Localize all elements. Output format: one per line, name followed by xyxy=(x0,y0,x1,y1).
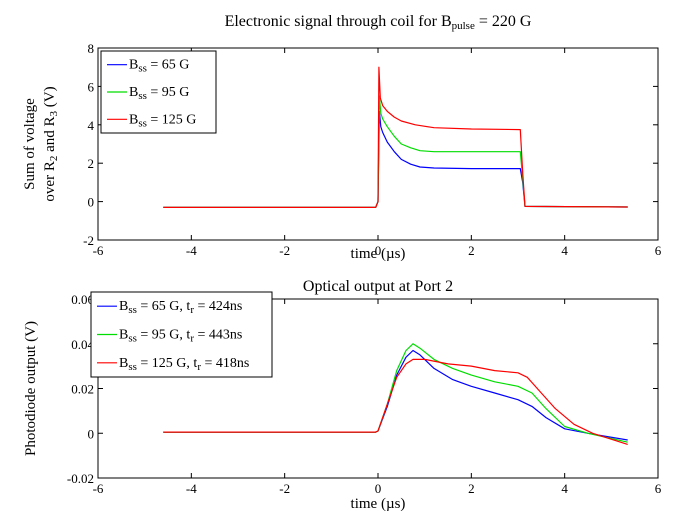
y-axis-label-line2: over R2 and R3 (V) xyxy=(42,86,60,201)
text-span: B xyxy=(119,356,128,371)
subscript: ss xyxy=(128,333,137,345)
legend-entry: Bss = 65 G xyxy=(129,58,189,75)
text-span: (V) xyxy=(42,86,58,111)
y-tick-label: 0 xyxy=(88,426,95,441)
legend-entry: Bss = 95 G xyxy=(129,85,189,102)
subscript: 2 xyxy=(48,156,60,162)
chart-title: Electronic signal through coil for Bpuls… xyxy=(225,13,532,32)
y-tick-label: 0.02 xyxy=(71,382,94,397)
y-tick-label: -2 xyxy=(83,233,94,248)
text-span: over R xyxy=(42,161,58,201)
y-axis-label: Photodiode output (V) xyxy=(23,321,39,456)
text-span: Optical output at Port 2 xyxy=(303,278,453,295)
subscript: ss xyxy=(138,63,147,75)
text-span: = 95 G, t xyxy=(137,328,191,343)
text-span: = 443ns xyxy=(194,328,242,343)
x-tick-label: 2 xyxy=(468,243,475,258)
x-tick-label: 0 xyxy=(375,243,382,258)
text-span: = 125 G, t xyxy=(137,356,198,371)
subscript: pulse xyxy=(452,20,475,32)
y-tick-label: 0.04 xyxy=(71,337,94,352)
subscript: r xyxy=(197,361,201,373)
y-tick-label: 8 xyxy=(88,41,95,56)
text-span: B xyxy=(119,299,128,314)
y-tick-label: -0.02 xyxy=(67,471,94,486)
x-tick-label: -6 xyxy=(93,481,104,496)
chart-2: -6 -4 -2 0 2 4 6 -0.02 0 0.02 0.04 0.06 Optical outp… xyxy=(23,278,662,511)
x-tick-label: -2 xyxy=(279,481,290,496)
y-tick-label: 4 xyxy=(88,118,95,133)
y-axis-label: Sum of voltage xyxy=(22,98,38,190)
x-tick-label: -4 xyxy=(186,243,197,258)
x-tick-label: 4 xyxy=(561,481,568,496)
text-span: = 95 G xyxy=(147,85,190,100)
series-line-3 xyxy=(163,358,628,445)
x-axis-label: time (µs) xyxy=(351,496,406,511)
text-span: B xyxy=(129,112,138,127)
x-tick-label: -6 xyxy=(93,243,104,258)
text-span: = 418ns xyxy=(201,356,249,371)
subscript: 3 xyxy=(48,110,60,116)
series-line-3 xyxy=(163,66,628,208)
text-span: B xyxy=(119,328,128,343)
x-tick-label: -2 xyxy=(279,243,290,258)
text-span: = 65 G, t xyxy=(137,299,191,314)
x-tick-label: 0 xyxy=(375,481,382,496)
text-span: B xyxy=(129,58,138,73)
subscript: ss xyxy=(128,304,137,316)
legend-entry: Bss = 125 G xyxy=(129,112,196,129)
text-span: = 220 G xyxy=(475,13,532,30)
y-tick-label: 6 xyxy=(88,79,95,94)
legend-entry: Bss = 125 G, tr = 418ns xyxy=(119,356,249,373)
subscript: ss xyxy=(138,118,147,130)
text-span: Electronic signal through coil for B xyxy=(225,13,452,30)
chart-title: Optical output at Port 2 xyxy=(303,278,453,295)
legend-entry: Bss = 95 G, tr = 443ns xyxy=(119,328,242,345)
text-span: and R xyxy=(42,116,58,155)
legend-entry: Bss = 65 G, tr = 424ns xyxy=(119,299,242,316)
legend-box xyxy=(90,291,273,378)
series-line-1 xyxy=(163,349,628,441)
subscript: r xyxy=(190,304,194,316)
text-span: = 424ns xyxy=(194,299,242,314)
x-tick-label: 6 xyxy=(655,481,662,496)
y-tick-label: 0.06 xyxy=(71,292,94,307)
subscript: r xyxy=(190,333,194,345)
y-tick-label: 0 xyxy=(88,195,95,210)
text-span: = 125 G xyxy=(147,112,197,127)
x-tick-label: 6 xyxy=(655,243,662,258)
x-tick-label: 4 xyxy=(561,243,568,258)
subscript: ss xyxy=(138,90,147,102)
text-span: = 65 G xyxy=(147,58,190,73)
subscript: ss xyxy=(128,361,137,373)
x-axis-label: time (µs) xyxy=(351,246,406,262)
chart-1: -6 -4 -2 0 2 4 6 -2 0 2 4 6 8 Electronic signal throu… xyxy=(22,13,662,262)
x-tick-label: 2 xyxy=(468,481,475,496)
y-tick-label: 2 xyxy=(88,156,95,171)
x-tick-label: -4 xyxy=(186,481,197,496)
text-span: B xyxy=(129,85,138,100)
